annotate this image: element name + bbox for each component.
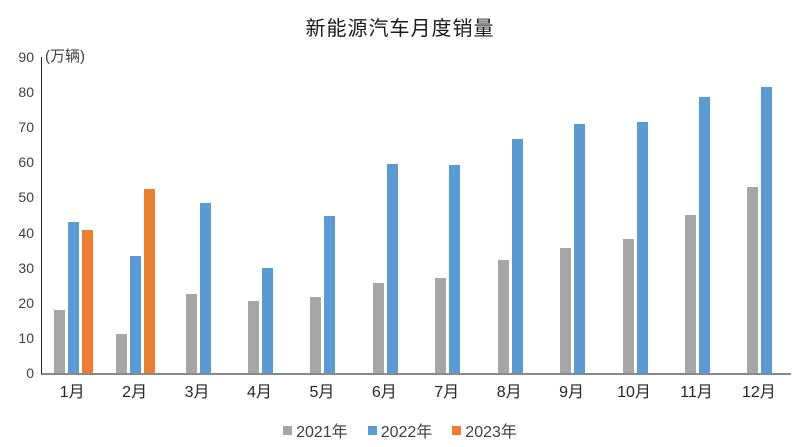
bar-group-month-3 [167,57,229,373]
y-tick-label: 60 [18,154,34,171]
x-tick-label: 8月 [496,384,522,401]
bar-group-month-11 [666,57,728,373]
bar-group-month-6 [354,57,416,373]
x-tick-label: 1月 [59,384,85,401]
legend-label: 2021年 [296,424,348,441]
legend-label: 2023年 [465,424,517,441]
bar-y2021-m2 [116,334,128,373]
chart-title: 新能源汽车月度销量 [305,18,495,40]
bar-y2022-m3 [199,203,211,373]
y-axis-unit-label: (万辆) [45,48,85,65]
bar-y2021-m1 [53,310,65,373]
bar-y2021-m12 [747,186,759,373]
bar-y2022-m1 [67,221,79,373]
y-tick-label: 20 [18,294,34,311]
plot-area [41,57,791,375]
bar-group-month-8 [479,57,541,373]
x-tick-label: 3月 [184,384,210,401]
bar-y2021-m10 [622,238,634,373]
y-tick-label: 10 [18,329,34,346]
bar-y2022-m2 [130,255,142,373]
y-tick-label: 40 [18,224,34,241]
x-tick-label: 7月 [434,384,460,401]
y-tick-label: 80 [18,84,34,101]
x-tick-label: 2月 [122,384,148,401]
y-tick-label: 70 [18,119,34,136]
bar-y2021-m5 [310,296,322,373]
bar-group-month-2 [104,57,166,373]
legend-color-swatch [367,425,377,435]
bar-y2022-m12 [761,87,773,373]
legend-color-swatch [283,425,293,435]
bar-y2021-m8 [497,260,509,373]
y-tick-label: 0 [26,365,34,381]
bar-y2022-m4 [261,268,273,373]
legend-item-2023: 2023年 [452,418,517,442]
bar-y2021-m6 [372,283,384,373]
bar-y2023-m1 [81,229,93,373]
bar-y2021-m4 [247,300,259,373]
x-tick-label: 6月 [371,384,397,401]
y-tick-label: 90 [18,49,34,65]
x-axis-labels: 1月 2月 3月 4月 5月 6月 7月 8月 9月 10月 11月 12月 [41,378,790,402]
x-tick-label: 11月 [680,384,713,401]
bar-group-month-4 [229,57,291,373]
bar-group-month-5 [292,57,354,373]
bar-y2022-m5 [324,216,336,373]
bar-y2022-m11 [698,97,710,373]
bar-group-month-1 [42,57,104,373]
x-tick-label: 10月 [617,384,651,401]
bar-y2022-m7 [449,164,461,373]
bar-y2021-m11 [684,215,696,373]
x-tick-label: 12月 [741,384,776,401]
legend: 2021年 2022年 2023年 [0,418,800,442]
x-tick-label: 4月 [247,384,272,401]
bar-y2021-m9 [560,247,572,373]
legend-color-swatch [452,425,462,435]
x-tick-label: 9月 [559,384,585,401]
legend-item-2021: 2021年 [283,418,348,442]
y-tick-label: 50 [18,189,34,206]
y-axis-labels: 0 10 20 30 40 50 60 70 80 90 [0,49,34,381]
bar-group-month-12 [729,57,791,373]
bar-group-month-10 [604,57,666,373]
y-tick-label: 30 [18,259,34,276]
legend-label: 2022年 [380,424,433,441]
legend-item-2022: 2022年 [367,418,433,442]
bar-y2021-m7 [435,277,447,373]
bar-group-month-7 [417,57,479,373]
bar-y2022-m9 [574,124,586,373]
bar-y2022-m8 [511,139,523,373]
bar-y2021-m3 [185,293,197,373]
x-tick-label: 5月 [309,384,335,401]
bar-group-month-9 [541,57,603,373]
bar-y2023-m2 [144,188,156,373]
bar-y2022-m6 [386,163,398,373]
bar-y2022-m10 [636,122,648,373]
